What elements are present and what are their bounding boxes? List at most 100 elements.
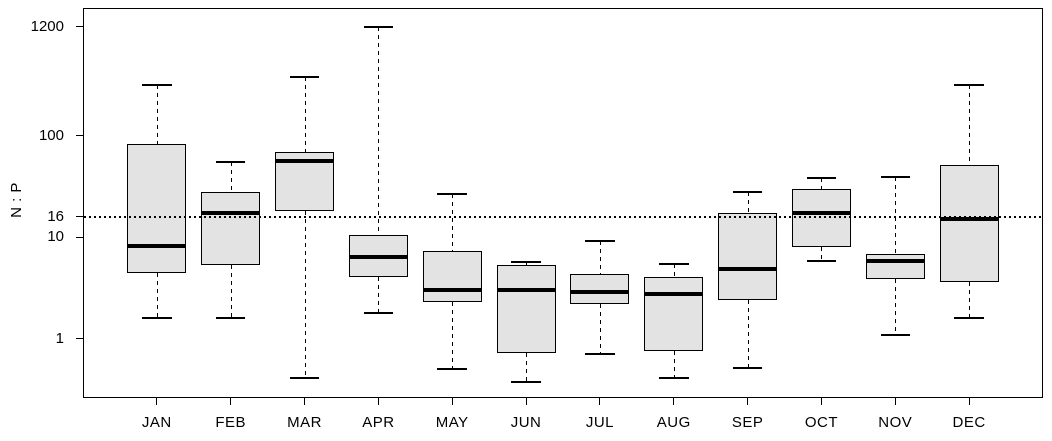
x-tick-label-dec: DEC — [952, 414, 986, 431]
upper-whisker-mar — [304, 77, 306, 153]
x-tick-mark-mar — [304, 398, 306, 405]
x-tick-mark-jun — [525, 398, 527, 405]
lower-whisker-cap-mar — [289, 376, 320, 379]
reference-line-16 — [84, 215, 1042, 218]
lower-whisker-sep — [747, 300, 749, 369]
lower-whisker-cap-jun — [511, 381, 541, 384]
y-tick-label-16: 16 — [47, 207, 64, 225]
y-tick-label-100: 100 — [38, 126, 64, 144]
box-jun — [496, 265, 556, 354]
x-tick-mark-dec — [968, 398, 970, 405]
lower-whisker-cap-jan — [142, 317, 172, 319]
median-apr — [348, 254, 408, 259]
x-tick-label-jan: JAN — [141, 414, 172, 431]
upper-whisker-may — [452, 193, 454, 252]
x-tick-mark-nov — [894, 398, 896, 405]
x-tick-mark-sep — [747, 398, 749, 405]
box-sep — [718, 213, 778, 301]
upper-whisker-jul — [599, 241, 601, 275]
upper-whisker-cap-jan — [142, 83, 172, 86]
upper-whisker-sep — [747, 192, 749, 214]
upper-whisker-apr — [378, 26, 380, 236]
x-tick-label-jul: JUL — [585, 414, 615, 431]
box-nov — [865, 253, 925, 279]
upper-whisker-cap-sep — [732, 191, 763, 193]
lower-whisker-may — [452, 302, 454, 370]
upper-whisker-aug — [673, 263, 675, 277]
median-mar — [275, 159, 335, 164]
lower-whisker-jun — [526, 353, 528, 383]
upper-whisker-jun — [526, 262, 528, 266]
upper-whisker-nov — [895, 177, 897, 254]
upper-whisker-cap-mar — [289, 76, 320, 79]
median-jun — [496, 288, 556, 293]
lower-whisker-oct — [821, 247, 823, 261]
box-jul — [570, 274, 630, 304]
upper-whisker-cap-aug — [659, 262, 689, 265]
x-tick-mark-oct — [820, 398, 822, 405]
x-tick-label-may: MAY — [435, 414, 469, 431]
median-jan — [127, 244, 187, 249]
box-aug — [644, 276, 704, 352]
lower-whisker-cap-dec — [954, 317, 984, 319]
y-tick-mark-1200 — [76, 26, 83, 28]
y-tick-mark-10 — [76, 236, 83, 238]
median-sep — [718, 266, 778, 271]
box-jan — [127, 143, 187, 274]
x-tick-mark-aug — [673, 398, 675, 405]
lower-whisker-feb — [230, 265, 232, 318]
box-feb — [201, 192, 261, 266]
lower-whisker-cap-apr — [363, 311, 394, 314]
x-tick-mark-jul — [599, 398, 601, 405]
x-tick-label-nov: NOV — [878, 414, 913, 431]
upper-whisker-oct — [821, 177, 823, 189]
median-oct — [791, 210, 851, 215]
y-tick-label-1: 1 — [55, 329, 64, 347]
y-tick-label-1200: 1200 — [30, 17, 64, 35]
median-may — [422, 288, 482, 293]
upper-whisker-jan — [156, 84, 158, 144]
upper-whisker-cap-feb — [215, 161, 246, 164]
lower-whisker-cap-feb — [215, 317, 246, 319]
lower-whisker-cap-aug — [659, 376, 689, 379]
lower-whisker-jan — [156, 273, 158, 318]
lower-whisker-jul — [599, 303, 601, 355]
box-oct — [791, 188, 851, 248]
median-nov — [865, 258, 925, 263]
upper-whisker-cap-jun — [511, 261, 541, 264]
upper-whisker-dec — [969, 85, 971, 165]
x-tick-mark-feb — [230, 398, 232, 405]
y-tick-label-10: 10 — [47, 228, 64, 246]
x-tick-mark-may — [451, 398, 453, 405]
y-tick-mark-16 — [76, 216, 83, 218]
lower-whisker-cap-sep — [732, 367, 763, 370]
lower-whisker-mar — [304, 211, 306, 378]
upper-whisker-cap-oct — [806, 176, 837, 179]
lower-whisker-cap-nov — [880, 333, 911, 336]
box-dec — [939, 164, 999, 283]
x-tick-label-mar: MAR — [287, 414, 322, 431]
x-tick-label-jun: JUN — [510, 414, 542, 431]
lower-whisker-apr — [378, 276, 380, 313]
x-tick-label-aug: AUG — [656, 414, 691, 431]
y-tick-mark-1 — [76, 338, 83, 340]
upper-whisker-cap-apr — [363, 25, 394, 28]
x-tick-mark-apr — [377, 398, 379, 405]
x-tick-mark-jan — [156, 398, 158, 405]
upper-whisker-cap-jul — [585, 240, 615, 243]
x-tick-label-feb: FEB — [215, 414, 247, 431]
lower-whisker-dec — [969, 282, 971, 318]
box-may — [422, 251, 482, 303]
lower-whisker-aug — [673, 351, 675, 378]
lower-whisker-cap-may — [437, 368, 467, 371]
lower-whisker-cap-jul — [585, 353, 615, 356]
median-dec — [939, 217, 999, 222]
lower-whisker-nov — [895, 278, 897, 335]
upper-whisker-cap-nov — [880, 176, 911, 179]
y-tick-mark-100 — [76, 135, 83, 137]
x-tick-label-apr: APR — [362, 414, 395, 431]
median-feb — [201, 210, 261, 215]
x-tick-label-oct: OCT — [804, 414, 839, 431]
median-aug — [644, 292, 704, 297]
